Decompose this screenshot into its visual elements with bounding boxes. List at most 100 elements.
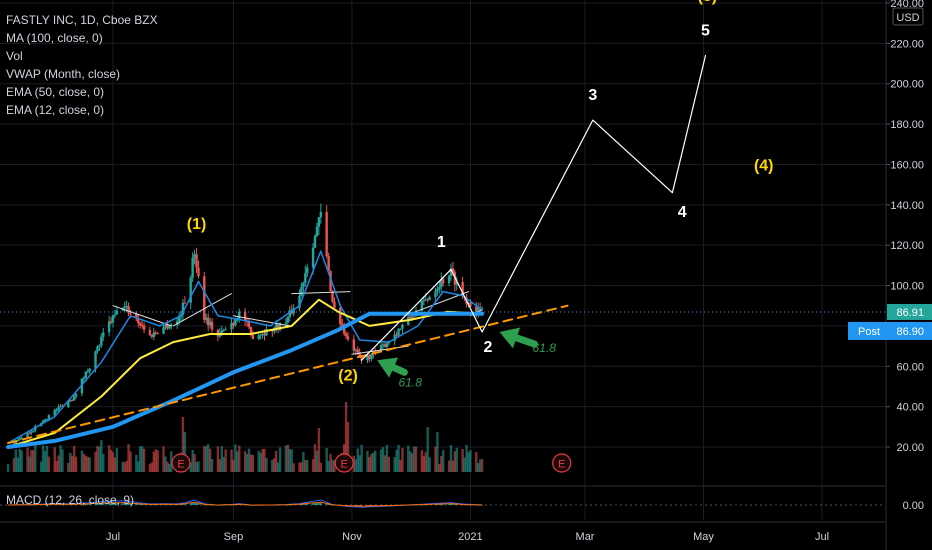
candle-body	[71, 399, 74, 401]
legend-symbol[interactable]: FASTLY INC, 1D, Cboe BZX	[6, 13, 158, 27]
legend-vol[interactable]: Vol	[6, 49, 23, 63]
candle-body	[327, 256, 330, 271]
volume-bar	[383, 455, 387, 472]
volume-bar	[30, 450, 33, 472]
volume-bar	[26, 447, 29, 472]
volume-bar	[111, 452, 115, 472]
volume-bar	[218, 459, 222, 472]
candle-body	[461, 281, 464, 297]
unit-box[interactable]	[892, 7, 924, 26]
volume-bar	[420, 450, 424, 472]
macd-hist-bar	[181, 504, 184, 505]
candle-body	[220, 330, 223, 334]
volume-bar	[208, 448, 212, 472]
candle-body	[238, 311, 241, 320]
volume-bar	[148, 463, 152, 472]
legend-ema12[interactable]: EMA (12, close, 0)	[6, 103, 105, 117]
candle-body	[142, 325, 146, 330]
volume-bar	[100, 440, 103, 472]
time-tick-label: Nov	[342, 531, 362, 543]
macd-hist-bar	[434, 504, 437, 505]
candle-body	[292, 308, 295, 314]
macd-hist-bar	[449, 503, 452, 505]
price-tick-label: 240.00	[890, 0, 924, 10]
earnings-marker[interactable]: E	[171, 453, 191, 473]
volume-bar	[162, 446, 165, 472]
candle-body	[379, 345, 383, 352]
volume-bar	[329, 453, 332, 472]
candle-body	[115, 310, 119, 315]
volume-bar	[368, 457, 371, 472]
candle-body	[55, 409, 58, 411]
volume-bar	[344, 402, 348, 472]
vwap-line	[291, 291, 351, 295]
earnings-label: E	[177, 459, 184, 471]
candle-body	[224, 329, 227, 331]
macd-hist-bar	[84, 504, 87, 505]
volume-bar	[168, 463, 171, 472]
volume-bar	[356, 448, 359, 472]
green-arrow-1	[499, 327, 539, 349]
candle-body	[455, 281, 459, 285]
ma100-line	[6, 311, 485, 449]
volume-bar	[129, 451, 132, 472]
volume-bar	[476, 463, 480, 472]
volume-bar	[284, 445, 288, 472]
earnings-marker[interactable]: E	[334, 453, 354, 473]
volume-bar	[34, 445, 37, 472]
unit-label[interactable]: USD	[896, 12, 919, 24]
volume-bar	[292, 463, 295, 472]
macd-hist-bar	[100, 503, 103, 505]
lines-layer	[0, 54, 885, 449]
volume-bar	[410, 453, 414, 472]
last-price-label: 86.91	[896, 307, 924, 319]
candle-body	[154, 332, 157, 334]
volume-bar	[142, 448, 146, 472]
earnings-circle	[171, 453, 191, 473]
candle-body	[304, 273, 307, 283]
candle-body	[232, 323, 235, 326]
volume-bar	[475, 452, 478, 472]
candle-body	[111, 315, 115, 323]
candle-body	[368, 355, 371, 359]
volume-bar	[156, 450, 159, 472]
volume-bar	[288, 448, 291, 472]
candle-body	[288, 310, 291, 318]
volume-bar	[140, 446, 144, 472]
macd-hist-bar	[325, 503, 328, 505]
volume-bar	[278, 447, 282, 472]
candle-body	[222, 329, 225, 331]
earnings-marker[interactable]: E	[552, 453, 572, 473]
volume-bar	[96, 445, 99, 472]
macd-hist-bar	[358, 505, 361, 506]
candle-body	[18, 437, 21, 440]
volume-bar	[170, 451, 173, 472]
volume-bar	[302, 451, 305, 472]
macd-hist-bar	[354, 505, 357, 506]
legend-ma[interactable]: MA (100, close, 0)	[6, 31, 103, 45]
candle-body	[475, 306, 478, 314]
volume-bar	[478, 459, 482, 472]
price-tick-label: 140.00	[890, 200, 924, 212]
volume-bar	[370, 454, 373, 472]
volume-bar	[216, 446, 220, 472]
macd-legend[interactable]: MACD (12, 26, close, 9)	[6, 493, 135, 507]
candle-body	[53, 409, 56, 416]
candle-body	[193, 254, 196, 258]
candle-body	[449, 268, 453, 276]
volume-bar	[306, 459, 309, 472]
legend-ema50[interactable]: EMA (50, close, 0)	[6, 85, 105, 99]
legend-vwap[interactable]: VWAP (Month, close)	[6, 67, 121, 81]
candle-body	[420, 300, 424, 311]
volume-bar	[86, 456, 89, 472]
price-tick-label: 20.00	[896, 442, 924, 454]
candle-body	[381, 344, 385, 346]
candle-body	[100, 336, 103, 346]
volume-bar	[449, 445, 453, 472]
macd-hist-bar	[193, 502, 196, 505]
candle-body	[424, 299, 427, 301]
candle-body	[442, 279, 445, 284]
volume-bar	[300, 462, 303, 472]
volume-bar	[102, 453, 105, 472]
